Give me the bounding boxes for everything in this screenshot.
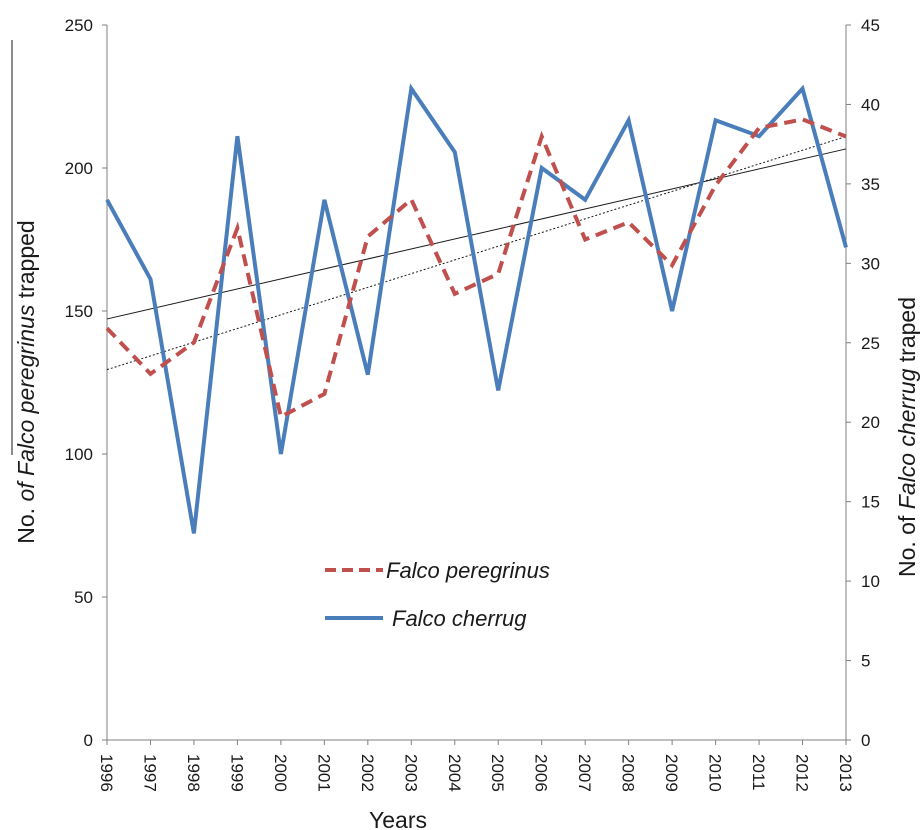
trendline-peregrinus — [106, 136, 847, 371]
right-y-tick-label: 20 — [861, 413, 880, 432]
left-y-tick-label: 150 — [65, 302, 93, 321]
left-y-tick-label: 200 — [65, 159, 93, 178]
series-line-falco-cherrug — [105, 83, 848, 534]
x-tick-label: 2009 — [662, 754, 681, 792]
right-y-tick-label: 10 — [861, 572, 880, 591]
x-tick-label: 2002 — [358, 754, 377, 792]
x-tick-label: 2003 — [401, 754, 420, 792]
x-tick-label: 1996 — [97, 754, 116, 792]
x-tick-label: 2010 — [706, 754, 725, 792]
x-tick-label: 2000 — [271, 754, 290, 792]
right-y-tick-label: 0 — [861, 731, 870, 750]
x-tick-label: 2011 — [749, 754, 768, 791]
legend-peregrinus-label: Falco peregrinus — [386, 558, 550, 583]
trendlines — [106, 136, 847, 371]
right-y-tick-label: 5 — [861, 652, 870, 671]
right-y-tick-label: 35 — [861, 175, 880, 194]
right-y-tick-label: 30 — [861, 254, 880, 273]
left-y-tick-label: 100 — [65, 445, 93, 464]
left-y-axis-title: No. of Falco peregrinus trapped — [13, 220, 39, 543]
axes — [106, 25, 847, 741]
right-y-tick-label: 15 — [861, 493, 880, 512]
x-tick-label: 2005 — [488, 754, 507, 792]
series-line-falco-peregrinus — [105, 117, 847, 420]
x-tick-label: 2001 — [314, 754, 333, 792]
x-tick-label: 2004 — [445, 754, 464, 792]
right-y-tick-label: 40 — [861, 95, 880, 114]
series-lines — [105, 83, 848, 534]
left-y-tick-labels: 0 50 100 150 200 250 — [65, 16, 107, 750]
legend-cherrug-label: Falco cherrug — [392, 606, 527, 631]
left-y-tick-label: 0 — [84, 731, 93, 750]
left-y-tick-label: 50 — [74, 588, 93, 607]
x-tick-label: 1999 — [227, 754, 246, 792]
legend: Falco peregrinus Falco cherrug — [325, 558, 550, 631]
x-tick-label: 2013 — [836, 754, 855, 792]
x-tick-label: 1997 — [140, 754, 159, 792]
trendline-cherrug — [106, 148, 847, 320]
x-tick-label: 2006 — [532, 754, 551, 792]
right-y-axis-title: No. of Falco cherrug traped — [894, 297, 920, 577]
right-y-tick-label: 25 — [861, 334, 880, 353]
right-y-tick-label: 45 — [861, 16, 880, 35]
x-tick-label: 2007 — [575, 754, 594, 792]
x-tick-label: 1998 — [184, 754, 203, 792]
x-axis-title: Years — [369, 807, 427, 830]
x-tick-label: 2008 — [619, 754, 638, 792]
left-y-tick-label: 250 — [65, 16, 93, 35]
x-tick-labels: 1996 1997 1998 1999 2000 2001 2002 2003 2004 2005… — [97, 740, 855, 792]
right-y-tick-labels: 0 5 10 15 20 25 30 35 40 45 — [846, 16, 880, 750]
x-tick-label: 2012 — [793, 754, 812, 792]
